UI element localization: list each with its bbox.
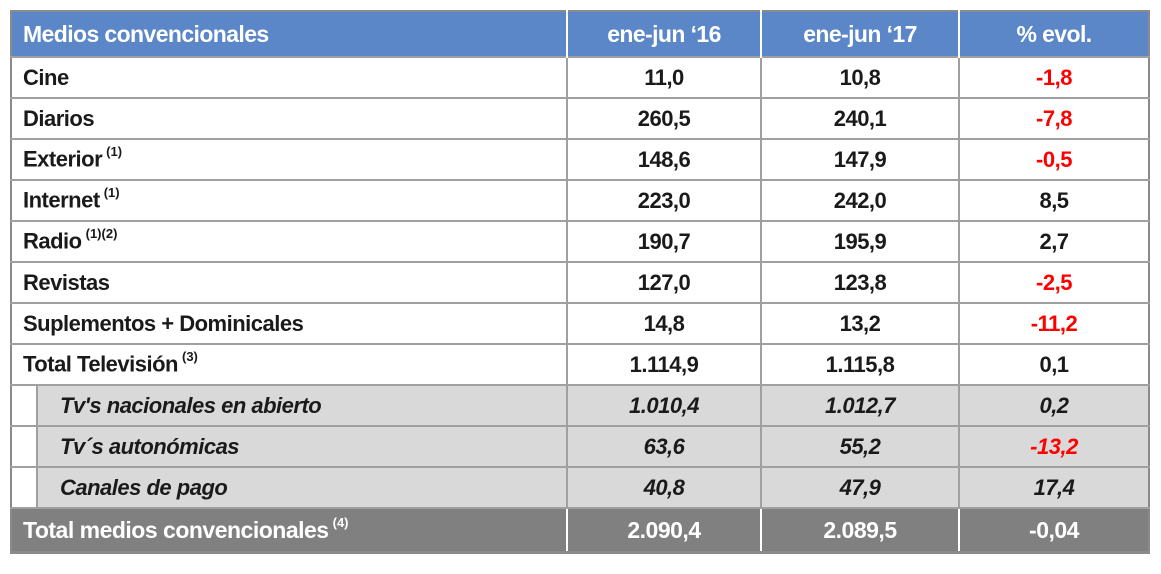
row-label-text: Total medios convencionales bbox=[23, 516, 329, 543]
value-cell: -11,2 bbox=[958, 302, 1149, 344]
row-label-text: Cine bbox=[23, 64, 69, 90]
row-label-cell: Suplementos + Dominicales bbox=[11, 302, 567, 344]
media-spend-table-container: Medios convencionales ene-jun ‘16 ene-ju… bbox=[10, 10, 1150, 554]
value-cell: 260,5 bbox=[566, 97, 761, 139]
value-cell: 2.090,4 bbox=[566, 507, 761, 553]
table-row: Revistas 127,0 123,8 -2,5 bbox=[11, 261, 1149, 303]
table-row: Exterior (1) 148,6 147,9 -0,5 bbox=[11, 138, 1149, 180]
table-row: Tv's nacionales en abierto 1.010,4 1.012… bbox=[11, 384, 1149, 426]
row-label-cell: Total Televisión (3) bbox=[11, 343, 567, 385]
value-cell: 47,9 bbox=[760, 466, 959, 508]
value-cell: 148,6 bbox=[566, 138, 761, 180]
value-cell: 127,0 bbox=[566, 261, 761, 303]
value-cell: 0,2 bbox=[958, 384, 1149, 426]
table-row: Total Televisión (3) 1.114,9 1.115,8 0,1 bbox=[11, 343, 1149, 385]
value-cell: 2,7 bbox=[958, 220, 1149, 262]
value-cell: 63,6 bbox=[566, 425, 761, 467]
row-label-text: Exterior bbox=[23, 146, 103, 172]
header-col-2017: ene-jun ‘17 bbox=[760, 10, 959, 57]
value-cell: -1,8 bbox=[958, 56, 1149, 98]
row-label-text: Canales de pago bbox=[60, 474, 228, 500]
table-row: Cine 11,0 10,8 -1,8 bbox=[11, 56, 1149, 98]
value-cell: 1.114,9 bbox=[566, 343, 761, 385]
row-label-cell: Canales de pago bbox=[11, 466, 567, 508]
value-cell: 223,0 bbox=[566, 179, 761, 221]
value-cell: 40,8 bbox=[566, 466, 761, 508]
row-label-sup: (1) bbox=[106, 144, 123, 160]
table-row: Total medios convencionales (4) 2.090,4 2… bbox=[11, 507, 1149, 553]
value-cell: 17,4 bbox=[958, 466, 1149, 508]
value-cell: 13,2 bbox=[760, 302, 959, 344]
table-row: Diarios 260,5 240,1 -7,8 bbox=[11, 97, 1149, 139]
value-cell: -13,2 bbox=[958, 425, 1149, 467]
row-label-cell: Revistas bbox=[11, 261, 567, 303]
value-cell: 11,0 bbox=[566, 56, 761, 98]
row-label-text: Suplementos + Dominicales bbox=[23, 310, 304, 336]
media-spend-table: Medios convencionales ene-jun ‘16 ene-ju… bbox=[10, 10, 1150, 554]
table-body: Cine 11,0 10,8 -1,8 Diarios 260,5 240,1 … bbox=[11, 56, 1149, 553]
value-cell: 240,1 bbox=[760, 97, 959, 139]
row-label-sup: (3) bbox=[182, 349, 198, 365]
value-cell: 8,5 bbox=[958, 179, 1149, 221]
row-label-cell: Radio (1)(2) bbox=[11, 220, 567, 262]
row-label-sup: (4) bbox=[332, 514, 349, 530]
value-cell: 1.012,7 bbox=[760, 384, 959, 426]
row-label-text: Total Televisión bbox=[23, 351, 179, 377]
row-label-sup: (1) bbox=[103, 185, 120, 201]
value-cell: 1.115,8 bbox=[760, 343, 959, 385]
value-cell: 195,9 bbox=[760, 220, 959, 262]
table-row: Radio (1)(2) 190,7 195,9 2,7 bbox=[11, 220, 1149, 262]
value-cell: 1.010,4 bbox=[566, 384, 761, 426]
row-label-sup: (1)(2) bbox=[85, 226, 118, 242]
value-cell: -7,8 bbox=[958, 97, 1149, 139]
value-cell: 55,2 bbox=[760, 425, 959, 467]
table-row: Canales de pago 40,8 47,9 17,4 bbox=[11, 466, 1149, 508]
value-cell: 2.089,5 bbox=[760, 507, 959, 553]
header-col-2016: ene-jun ‘16 bbox=[566, 10, 761, 57]
header-row: Medios convencionales ene-jun ‘16 ene-ju… bbox=[11, 10, 1149, 57]
header-col-evol: % evol. bbox=[958, 10, 1149, 57]
row-label-text: Radio bbox=[23, 228, 82, 254]
header-media-label: Medios convencionales bbox=[11, 10, 567, 57]
row-label-text: Internet bbox=[23, 187, 100, 213]
row-label-cell: Cine bbox=[11, 56, 567, 98]
row-label-cell: Diarios bbox=[11, 97, 567, 139]
row-label-cell: Tv´s autonómicas bbox=[11, 425, 567, 467]
value-cell: 14,8 bbox=[566, 302, 761, 344]
value-cell: 0,1 bbox=[958, 343, 1149, 385]
row-label-cell: Tv's nacionales en abierto bbox=[11, 384, 567, 426]
value-cell: -2,5 bbox=[958, 261, 1149, 303]
value-cell: 190,7 bbox=[566, 220, 761, 262]
table-row: Internet (1) 223,0 242,0 8,5 bbox=[11, 179, 1149, 221]
value-cell: 123,8 bbox=[760, 261, 959, 303]
value-cell: 147,9 bbox=[760, 138, 959, 180]
row-label-text: Tv's nacionales en abierto bbox=[60, 392, 322, 418]
row-label-cell: Internet (1) bbox=[11, 179, 567, 221]
table-row: Tv´s autonómicas 63,6 55,2 -13,2 bbox=[11, 425, 1149, 467]
row-label-text: Diarios bbox=[23, 105, 95, 131]
value-cell: -0,5 bbox=[958, 138, 1149, 180]
value-cell: -0,04 bbox=[958, 507, 1149, 553]
row-label-cell: Exterior (1) bbox=[11, 138, 567, 180]
row-label-text: Revistas bbox=[23, 269, 110, 295]
row-label-text: Tv´s autonómicas bbox=[60, 433, 240, 459]
table-row: Suplementos + Dominicales 14,8 13,2 -11,… bbox=[11, 302, 1149, 344]
value-cell: 242,0 bbox=[760, 179, 959, 221]
table-header: Medios convencionales ene-jun ‘16 ene-ju… bbox=[11, 10, 1149, 57]
value-cell: 10,8 bbox=[760, 56, 959, 98]
row-label-cell: Total medios convencionales (4) bbox=[11, 507, 567, 553]
